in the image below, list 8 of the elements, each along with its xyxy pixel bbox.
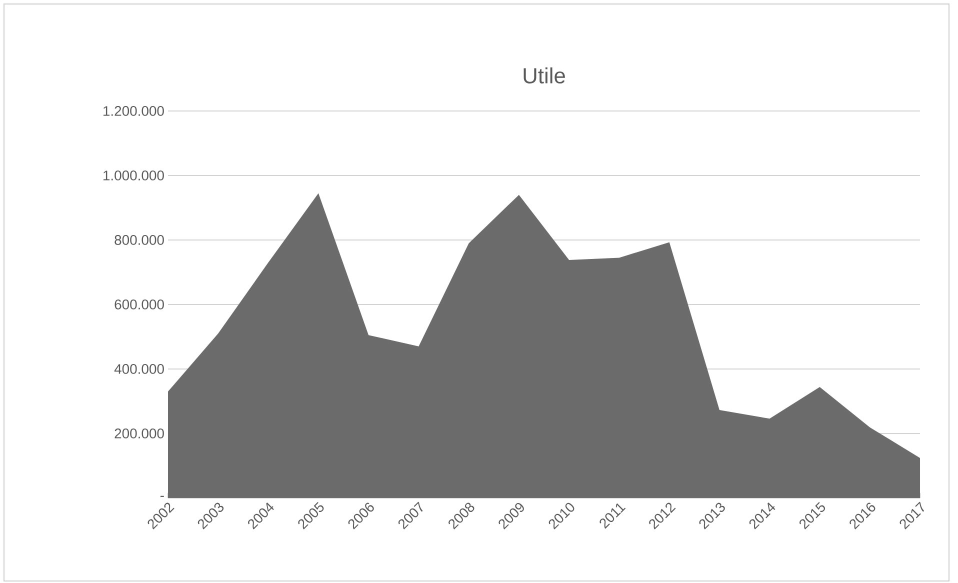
y-tick-label: 600.000 bbox=[114, 300, 164, 310]
y-tick-label: 800.000 bbox=[114, 235, 164, 245]
y-tick-label: 200.000 bbox=[114, 428, 164, 438]
y-tick-label: - bbox=[160, 496, 164, 497]
chart-title: Utile bbox=[524, 67, 565, 84]
y-tick-label: 400.000 bbox=[114, 364, 164, 374]
y-tick-label: 1.000.000 bbox=[104, 170, 164, 180]
y-tick-label: 1.200.000 bbox=[104, 106, 164, 116]
